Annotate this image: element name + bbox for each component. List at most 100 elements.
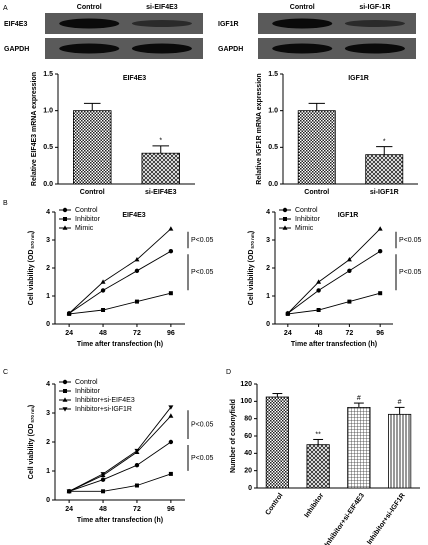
- blot-band: [131, 20, 192, 27]
- series-line: [68, 415, 172, 492]
- y-axis-label-end: ): [28, 231, 35, 233]
- significance-label: P<0.05: [399, 269, 421, 276]
- blot-row-label: IGF1R: [218, 21, 239, 28]
- bar: [73, 110, 112, 185]
- y-tick-label: 3: [46, 237, 50, 244]
- x-tick-label: Inhibitor: [303, 492, 325, 519]
- x-tick-label: 48: [99, 506, 107, 513]
- y-tick-label: 0: [248, 485, 252, 492]
- blot-band: [272, 18, 333, 29]
- panel-label: D: [226, 369, 231, 376]
- bar: [141, 152, 180, 185]
- y-tick-label: 80: [244, 416, 252, 423]
- chart-title: EIF4E3: [122, 212, 145, 219]
- marker: [168, 249, 174, 254]
- chart-title: IGF1R: [348, 75, 369, 82]
- legend-marker: [283, 217, 287, 221]
- marker: [100, 279, 106, 284]
- y-tick-label: 40: [244, 450, 252, 457]
- y-axis-label-text: Relative IGF1R mRNA expression: [256, 73, 263, 184]
- y-tick-label: 4: [46, 209, 50, 216]
- y-tick-label: 1.0: [43, 108, 53, 115]
- legend-marker: [62, 225, 68, 230]
- y-tick-label: 1.0: [268, 108, 278, 115]
- panel-label: A: [3, 5, 8, 12]
- marker: [66, 310, 72, 316]
- marker: [316, 288, 321, 293]
- y-tick-label: 0: [46, 497, 50, 504]
- x-axis-label: Time after transfection (h): [77, 517, 163, 524]
- legend-marker: [62, 379, 68, 385]
- series-line: [68, 406, 172, 492]
- legend-label: Inhibitor: [75, 216, 101, 223]
- y-tick-label: 4: [266, 209, 270, 216]
- marker: [100, 472, 106, 477]
- significance-label: P<0.05: [191, 421, 213, 428]
- marker: [346, 257, 352, 262]
- series-line: [69, 473, 172, 492]
- bar: [306, 444, 330, 489]
- y-axis-label-text: Relative EIF4E3 mRNA expression: [31, 72, 38, 186]
- y-axis-label-sub: 570 nm: [30, 233, 35, 249]
- significance-label: *: [159, 138, 162, 145]
- y-tick-label: 1: [266, 293, 270, 300]
- y-axis-label-sub: 570 nm: [250, 233, 255, 249]
- marker: [316, 308, 321, 312]
- blot-column-label: si-EIF4E3: [146, 4, 178, 11]
- bar: [388, 413, 412, 489]
- series-line: [69, 292, 171, 315]
- legend-label: Inhibitor: [295, 216, 321, 223]
- x-tick-label: si-IGF1R: [370, 189, 399, 196]
- marker: [285, 310, 291, 316]
- blot-band: [344, 43, 405, 54]
- series-line: [287, 292, 381, 315]
- y-tick-label: 1: [46, 468, 50, 475]
- marker: [377, 249, 383, 254]
- blot-column-label: Control: [77, 4, 102, 11]
- chart-title: IGF1R: [338, 212, 359, 219]
- x-axis-label: Time after transfection (h): [291, 341, 377, 348]
- legend-marker: [63, 389, 67, 393]
- marker: [168, 226, 174, 231]
- series-line: [68, 228, 172, 314]
- y-tick-label: 100: [240, 398, 252, 405]
- bar: [297, 110, 336, 185]
- marker: [316, 279, 322, 284]
- marker: [100, 477, 106, 482]
- legend-label: Inhibitor: [75, 388, 101, 395]
- y-axis-label-text: Number of colonyfield: [230, 399, 237, 473]
- legend-marker: [62, 407, 68, 412]
- x-tick-label: 96: [167, 506, 175, 513]
- series-line: [68, 250, 172, 314]
- x-tick-label: Inhibitor+si-IGF1R: [366, 492, 407, 545]
- marker: [168, 405, 174, 410]
- x-tick-label: 24: [284, 330, 292, 337]
- marker: [134, 448, 140, 454]
- legend-marker: [282, 225, 288, 230]
- y-tick-label: 0: [46, 321, 50, 328]
- marker: [168, 439, 174, 445]
- y-tick-label: 0.0: [43, 181, 53, 188]
- y-tick-label: 3: [266, 237, 270, 244]
- significance-label: P<0.05: [191, 237, 213, 244]
- significance-label: #: [398, 399, 402, 406]
- x-tick-label: 96: [167, 330, 175, 337]
- marker: [134, 463, 140, 468]
- y-tick-label: 1.5: [268, 71, 278, 78]
- blot-band: [59, 18, 120, 29]
- y-tick-label: 120: [240, 381, 252, 388]
- y-axis-label-text: Cell viability (OD: [28, 424, 35, 480]
- marker: [100, 288, 106, 293]
- panel-label: C: [3, 369, 8, 376]
- x-tick-label: Control: [304, 189, 329, 196]
- y-tick-label: 1.5: [43, 71, 53, 78]
- x-tick-label: 24: [65, 330, 73, 337]
- marker: [168, 413, 174, 418]
- marker: [134, 299, 139, 304]
- y-axis-label: Number of colonyfield: [230, 399, 237, 473]
- bar: [265, 396, 289, 489]
- marker: [101, 489, 106, 494]
- series-line: [287, 250, 381, 314]
- significance-label: P<0.05: [191, 269, 213, 276]
- x-tick-label: 72: [345, 330, 353, 337]
